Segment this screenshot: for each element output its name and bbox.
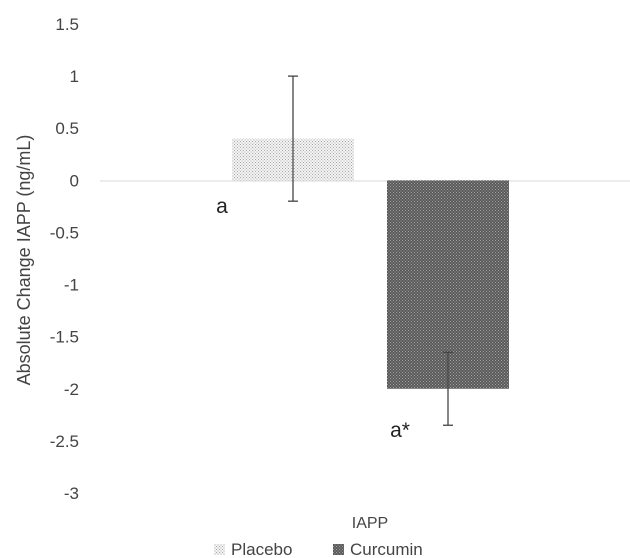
y-tick-label: -1.5 (50, 328, 79, 347)
error-bars-group (288, 75, 453, 426)
legend-swatch-placebo (214, 544, 225, 555)
y-axis-tick-labels: 1.5 1 0.5 0 -0.5 -1 -1.5 -2 -2.5 -3 (50, 15, 79, 503)
y-tick-label: -2 (64, 380, 79, 399)
annotation-placebo: a (216, 195, 228, 218)
x-category-label: IAPP (352, 515, 388, 532)
error-bar-curcumin (443, 351, 453, 426)
y-tick-label: -2.5 (50, 432, 79, 451)
bars-group (232, 138, 509, 389)
legend: Placebo Curcumin (214, 540, 423, 558)
y-tick-label: 0.5 (55, 119, 79, 138)
y-tick-label: -1 (64, 276, 79, 295)
y-tick-label: -0.5 (50, 223, 79, 242)
error-bar-placebo (288, 75, 298, 202)
annotation-curcumin: a* (390, 419, 410, 442)
y-tick-label: -3 (64, 484, 79, 503)
legend-label-placebo: Placebo (231, 540, 292, 558)
y-tick-label: 1 (70, 67, 79, 86)
legend-label-curcumin: Curcumin (350, 540, 423, 558)
y-axis-label: Absolute Change IAPP (ng/mL) (14, 135, 34, 386)
legend-swatch-curcumin (333, 544, 344, 555)
y-tick-label: 1.5 (55, 15, 79, 34)
y-tick-label: 0 (70, 171, 79, 190)
annotations-group: a a* (216, 195, 410, 442)
